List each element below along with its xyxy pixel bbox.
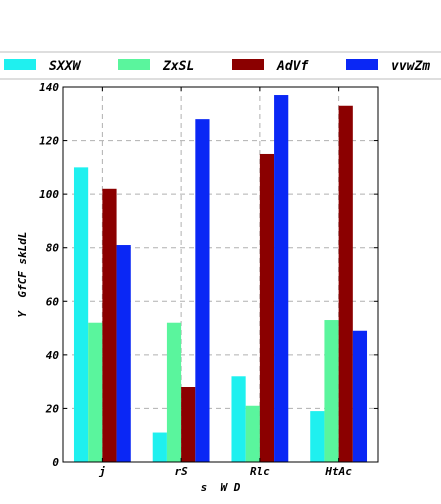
bar-ZxSL-HtAc <box>324 320 339 462</box>
y-tick-label: 40 <box>46 349 60 362</box>
bar-vvwZm-Rlc <box>274 95 289 463</box>
x-tick-label: Rlc <box>250 465 270 478</box>
y-tick-label: 20 <box>45 402 60 415</box>
legend-swatch <box>232 59 264 70</box>
bar-AdVf-HtAc <box>338 105 353 462</box>
y-tick-label: 0 <box>52 456 59 469</box>
bar-AdVf-Rlc <box>259 153 275 462</box>
x-axis-label: s W D <box>201 481 241 494</box>
bar-ZxSL-Rlc <box>245 405 260 462</box>
legend-swatch <box>118 59 150 70</box>
legend-swatch <box>346 59 378 70</box>
legend-swatch <box>4 59 36 70</box>
legend-label: AdVf <box>276 59 309 74</box>
y-tick-label: 100 <box>39 188 59 201</box>
bar-vvwZm-rS <box>195 119 210 463</box>
bar-SXXW-j <box>73 167 89 462</box>
x-tick-label: rS <box>175 465 189 478</box>
y-tick-label: 140 <box>39 81 59 94</box>
x-tick-label: HtAc <box>324 465 352 478</box>
x-axis: j rS Rlc HtAc <box>98 87 352 478</box>
legend-label: vvwZm <box>391 59 430 74</box>
legend-label: ZxSL <box>162 59 194 74</box>
bar-SXXW-HtAc <box>310 411 325 462</box>
legend-label: SXXW <box>49 59 81 74</box>
legend: SXXW ZxSL AdVf vvwZm <box>0 51 441 80</box>
bar-vvwZm-j <box>116 245 131 462</box>
plot-frame <box>62 86 379 463</box>
y-axis: 0 20 40 60 80 100 120 140 <box>39 81 378 469</box>
y-tick-label: 60 <box>46 295 60 308</box>
bar-AdVf-rS <box>181 387 196 462</box>
y-axis-label: Y GfCF skLdL <box>16 231 29 317</box>
x-tick-label: j <box>98 465 106 478</box>
y-tick-label: 80 <box>46 242 60 255</box>
bar-SXXW-rS <box>152 432 167 462</box>
bar-SXXW-Rlc <box>231 376 246 462</box>
bar-ZxSL-rS <box>166 322 182 462</box>
y-tick-label: 120 <box>39 135 59 148</box>
bar-ZxSL-j <box>88 322 103 462</box>
bar-AdVf-j <box>102 188 117 463</box>
bars <box>73 95 368 463</box>
bar-vvwZm-HtAc <box>352 330 368 462</box>
